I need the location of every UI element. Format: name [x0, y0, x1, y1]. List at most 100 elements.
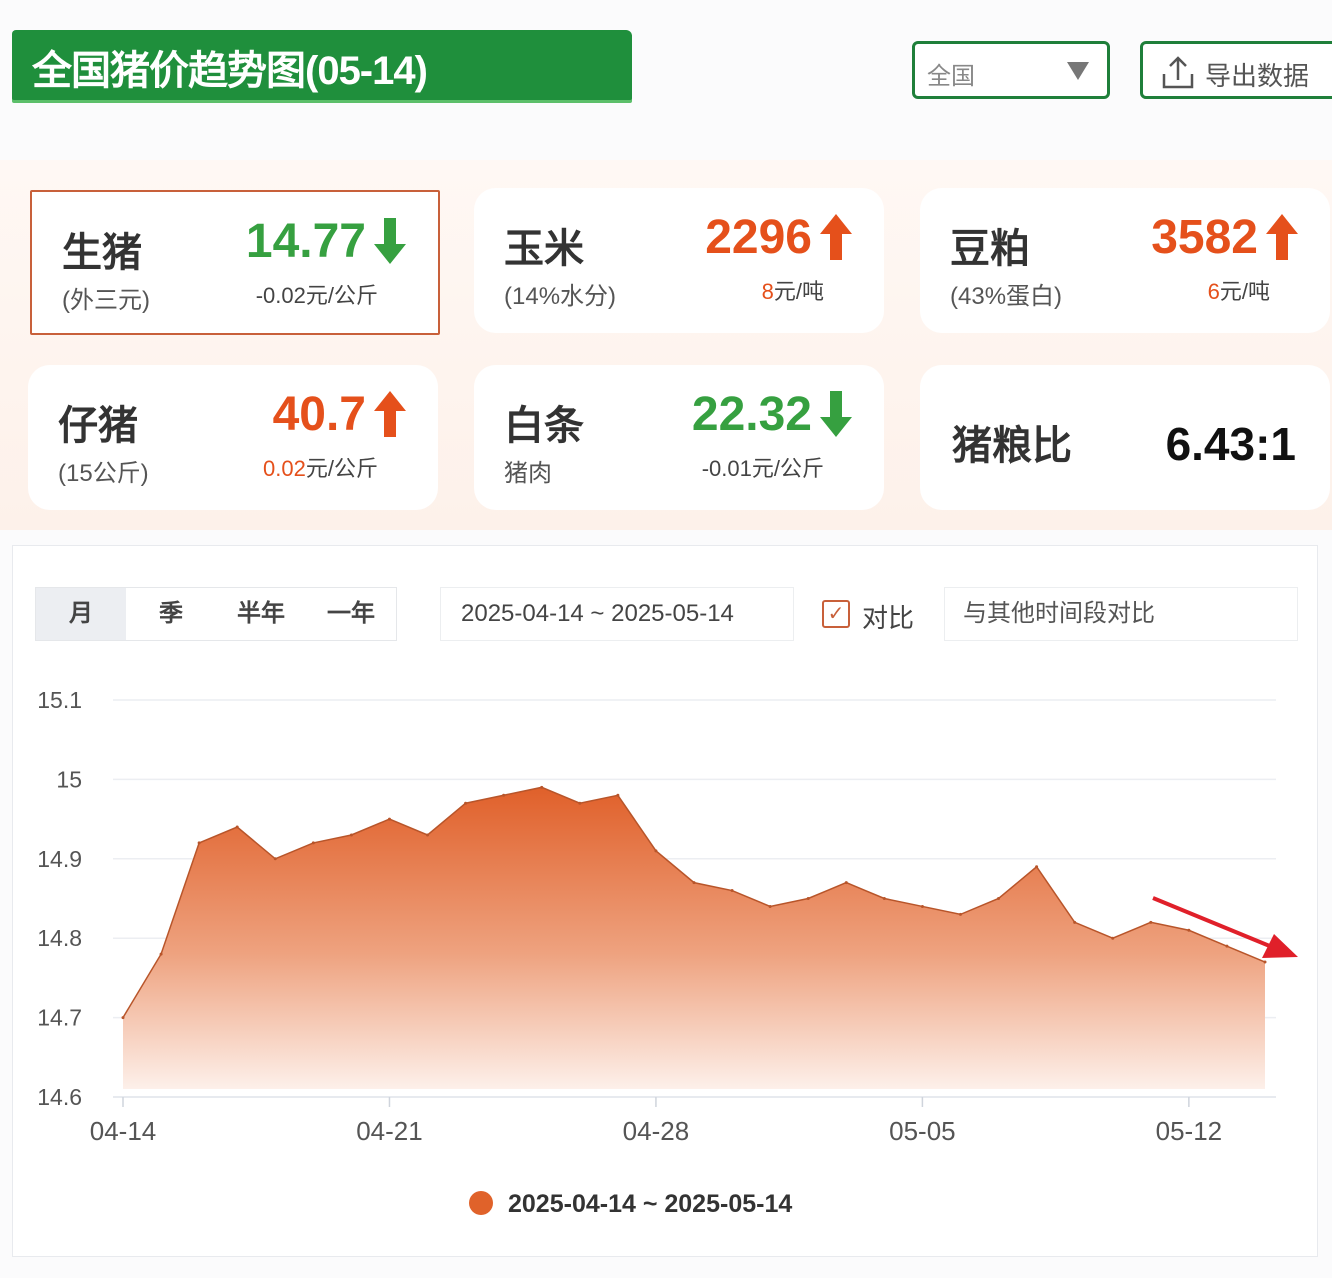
card-hog-grain-ratio[interactable]: 猪粮比 6.43:1 [920, 365, 1330, 510]
tab-half-year[interactable]: 半年 [237, 600, 285, 627]
card-sub: (14%水分) [504, 283, 617, 310]
tab-month[interactable]: 月 [36, 588, 126, 640]
card-name: 猪粮比 [952, 424, 1072, 468]
export-label: 导出数据 [1205, 61, 1310, 91]
data-point [616, 793, 620, 797]
card-live-hog[interactable]: 生猪 (外三元) 14.77 -0.02元/公斤 [30, 190, 440, 335]
card-sub: 猪肉 [504, 460, 552, 487]
series-area [123, 787, 1265, 1089]
y-tick-label: 15.1 [37, 687, 82, 713]
change-value: 8 [761, 279, 774, 304]
x-tick-label: 05-12 [1156, 1116, 1223, 1146]
change-value: 0.02 [263, 456, 306, 481]
arrow-up-icon [374, 391, 406, 437]
data-point [882, 897, 886, 900]
data-point [654, 849, 658, 853]
arrow-up-icon [820, 214, 852, 260]
data-point [920, 904, 924, 908]
x-tick-label: 04-21 [356, 1116, 423, 1146]
data-point [1225, 944, 1229, 948]
date-range-input[interactable]: 2025-04-14 ~ 2025-05-14 [440, 587, 794, 641]
change-unit: 元/吨 [1219, 279, 1270, 304]
data-point [540, 785, 544, 789]
tab-year[interactable]: 一年 [327, 600, 375, 627]
card-value: 40.7 [272, 388, 366, 441]
card-piglet[interactable]: 仔猪 (15公斤) 40.7 0.02元/公斤 [28, 365, 438, 510]
data-point [692, 881, 696, 885]
card-value: 22.32 [691, 388, 812, 441]
data-point [768, 904, 772, 908]
data-point [1263, 960, 1267, 964]
card-change: -0.01元/公斤 [702, 451, 824, 483]
region-select[interactable]: 全国 [912, 41, 1110, 99]
data-point [1149, 920, 1153, 924]
arrow-down-icon [820, 391, 852, 437]
data-point [502, 793, 506, 797]
card-value: 14.77 [245, 215, 366, 268]
card-change: 0.02元/公斤 [263, 451, 378, 483]
legend-marker [469, 1191, 493, 1215]
card-name: 玉米 [504, 227, 584, 271]
card-name: 白条 [504, 404, 584, 448]
data-point [159, 952, 163, 956]
data-point [1187, 928, 1191, 932]
data-point [997, 897, 1001, 900]
export-data-button[interactable]: 导出数据 [1140, 41, 1332, 99]
card-change: 6元/吨 [1208, 274, 1270, 306]
card-name: 豆粕 [950, 227, 1030, 271]
change-value: 6 [1207, 279, 1220, 304]
upload-icon [1162, 56, 1194, 89]
change-value: -0.02 [255, 283, 306, 308]
card-change: -0.02元/公斤 [256, 278, 378, 310]
period-tabs: 月 季 半年 一年 [35, 587, 397, 641]
arrow-up-icon [1266, 214, 1298, 260]
card-sub: (43%蛋白) [950, 283, 1063, 310]
y-tick-label: 14.8 [37, 925, 82, 951]
change-unit: 元/公斤 [751, 456, 824, 481]
card-sub: (外三元) [62, 287, 150, 314]
card-change: 8元/吨 [762, 274, 824, 306]
compare-checkbox[interactable]: ✓ [822, 600, 850, 628]
data-point [426, 833, 430, 837]
card-name: 仔猪 [58, 404, 138, 448]
x-tick-label: 04-14 [90, 1116, 157, 1146]
data-point [578, 801, 582, 805]
x-tick-label: 05-05 [889, 1116, 956, 1146]
data-point [197, 841, 201, 845]
data-point [235, 825, 239, 829]
card-value: 6.43:1 [1165, 418, 1296, 470]
y-tick-label: 14.7 [37, 1005, 82, 1031]
data-point [1035, 865, 1039, 869]
y-tick-label: 14.9 [37, 846, 82, 872]
dropdown-triangle-icon [1067, 62, 1089, 80]
compare-period-input[interactable]: 与其他时间段对比 [944, 587, 1298, 641]
card-corn[interactable]: 玉米 (14%水分) 2296 8元/吨 [474, 188, 884, 333]
region-select-value: 全国 [927, 63, 975, 90]
y-tick-label: 15 [56, 766, 82, 792]
data-point [349, 833, 353, 837]
legend-label[interactable]: 2025-04-14 ~ 2025-05-14 [508, 1190, 792, 1218]
data-point [844, 881, 848, 885]
data-point [958, 912, 962, 916]
card-value: 2296 [705, 211, 812, 264]
data-point [121, 1016, 125, 1020]
data-point [387, 817, 391, 821]
tab-quarter[interactable]: 季 [159, 600, 183, 627]
card-sub: (15公斤) [58, 460, 149, 487]
card-name: 生猪 [62, 231, 142, 275]
change-value: -0.01 [701, 456, 752, 481]
y-tick-label: 14.6 [37, 1084, 82, 1110]
data-point [464, 801, 468, 805]
card-value: 3582 [1151, 211, 1258, 264]
data-point [1073, 920, 1077, 924]
change-unit: 元/公斤 [305, 283, 378, 308]
card-soymeal[interactable]: 豆粕 (43%蛋白) 3582 6元/吨 [920, 188, 1330, 333]
card-pork-carcass[interactable]: 白条 猪肉 22.32 -0.01元/公斤 [474, 365, 884, 510]
page-title: 全国猪价趋势图(05-14) [32, 49, 428, 93]
page-title-banner: 全国猪价趋势图(05-14) [12, 30, 632, 100]
data-point [1111, 936, 1115, 940]
data-point [311, 841, 315, 845]
data-point [730, 889, 734, 893]
data-point [273, 857, 277, 861]
